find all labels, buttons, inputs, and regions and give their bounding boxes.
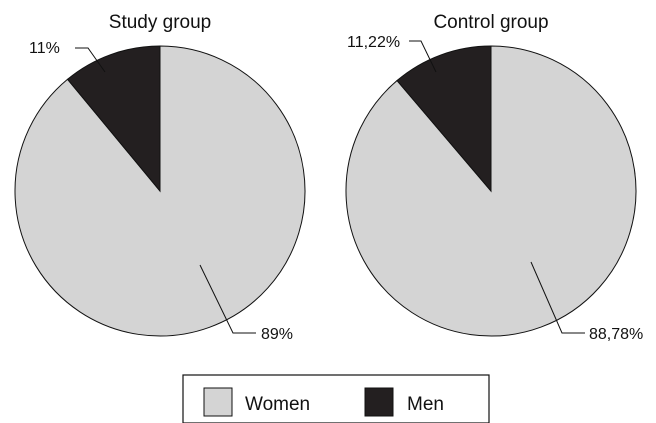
legend-label-men: Men xyxy=(407,394,444,415)
leader-line-control-men xyxy=(409,40,437,73)
legend-swatch-men xyxy=(364,387,394,417)
data-label-study-women: 89% xyxy=(261,326,293,343)
pie-slice-study-men xyxy=(66,45,161,193)
legend-frame xyxy=(182,374,490,423)
pie-title-study-group: Study group xyxy=(109,12,211,33)
pie-control-group: Control group 11,22% 88,78% xyxy=(345,12,643,343)
legend: Women Men xyxy=(182,374,490,423)
leader-line-study-men xyxy=(75,47,106,73)
legend-label-women: Women xyxy=(245,394,310,415)
pie-title-control-group: Control group xyxy=(433,12,548,33)
legend-swatch-women xyxy=(203,387,233,417)
leader-line-study-women xyxy=(199,264,256,334)
leader-line-control-women xyxy=(530,261,585,334)
pie-slice-control-men xyxy=(396,45,492,193)
pie-study-group: Study group 11% 89% xyxy=(14,12,306,343)
data-label-control-men: 11,22% xyxy=(347,34,400,51)
data-label-study-men: 11% xyxy=(29,40,60,57)
data-label-control-women: 88,78% xyxy=(589,326,643,343)
